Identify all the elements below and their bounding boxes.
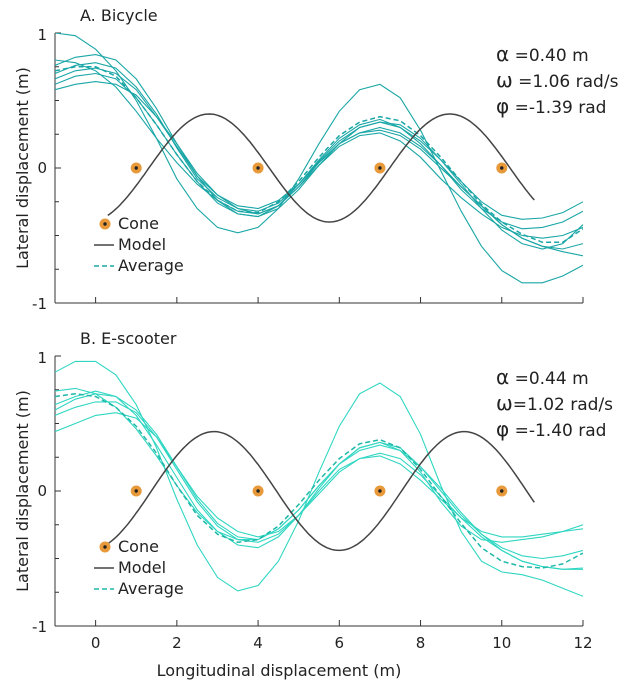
param-value: =1.02 rad/s xyxy=(513,395,613,415)
legend-label: Model xyxy=(118,235,166,254)
x-tick-label: 8 xyxy=(416,634,426,652)
y-tick-label: 1 xyxy=(37,349,47,367)
panel-title: B. E-scooter xyxy=(80,329,177,348)
x-tick-label: 2 xyxy=(172,634,182,652)
param-value: =1.06 rad/s xyxy=(513,72,619,92)
y-axis-label: Lateral displacement (m) xyxy=(13,390,32,592)
legend-label: Average xyxy=(118,256,184,275)
param-text: φ =-1.40 rad xyxy=(496,417,606,441)
plot-area xyxy=(55,360,583,597)
x-tick-label: 0 xyxy=(91,634,101,652)
y-tick-label: 1 xyxy=(37,26,47,44)
param-value: =-1.40 rad xyxy=(509,421,606,441)
average-line xyxy=(55,393,583,569)
param-symbol: φ xyxy=(496,417,509,441)
legend: Cone Model Average xyxy=(94,214,184,275)
legend-label: Model xyxy=(118,558,166,577)
param-value: =-1.39 rad xyxy=(509,98,606,118)
cone-center xyxy=(134,489,138,493)
legend-label: Average xyxy=(118,579,184,598)
cone-marker-3 xyxy=(496,485,508,497)
x-tick-label: 10 xyxy=(492,634,511,652)
x-axis-label: Longitudinal displacement (m) xyxy=(157,661,402,680)
y-tick-label: 0 xyxy=(37,159,47,177)
legend-cone-center xyxy=(103,545,107,549)
trial-line-2 xyxy=(55,390,583,549)
param-value: =0.44 m xyxy=(509,369,588,389)
cone-center xyxy=(378,166,382,170)
trial-line-0 xyxy=(55,360,583,597)
y-tick-label: 0 xyxy=(37,482,47,500)
legend-label: Cone xyxy=(118,537,159,556)
trial-line-6 xyxy=(55,54,583,250)
cone-marker-2 xyxy=(374,162,386,174)
cone-center xyxy=(500,166,504,170)
trial-line-4 xyxy=(55,387,583,570)
trial-line-0 xyxy=(55,33,583,284)
param-symbol: α xyxy=(496,42,509,66)
cone-marker-1 xyxy=(252,162,264,174)
cone-center xyxy=(256,166,260,170)
cone-marker-2 xyxy=(374,485,386,497)
trial-line-1 xyxy=(55,62,583,220)
model-line xyxy=(107,430,535,552)
legend: Cone Model Average xyxy=(94,537,184,598)
x-tick-label: 6 xyxy=(335,634,345,652)
param-text: φ =-1.39 rad xyxy=(496,94,606,118)
y-tick-label: -1 xyxy=(32,618,47,636)
chart-panel-0: 1 0 -1 A. Bicycle Lateral displacement (m) α … xyxy=(13,6,619,313)
cone-center xyxy=(378,489,382,493)
trial-line-5 xyxy=(55,401,583,570)
model-line xyxy=(107,113,535,223)
cone-marker-0 xyxy=(130,485,142,497)
param-symbol: ω xyxy=(496,68,513,92)
trial-line-3 xyxy=(55,412,583,538)
param-symbol: φ xyxy=(496,94,509,118)
param-symbol: ω xyxy=(496,391,513,415)
y-tick-label: -1 xyxy=(32,295,47,313)
y-axis-label: Lateral displacement (m) xyxy=(13,67,32,269)
cone-marker-3 xyxy=(496,162,508,174)
param-text: ω =1.06 rad/s xyxy=(496,68,619,92)
average-line xyxy=(55,66,583,244)
plot-area xyxy=(55,33,583,284)
cone-center xyxy=(500,489,504,493)
cone-marker-1 xyxy=(252,485,264,497)
cone-center xyxy=(256,489,260,493)
legend-label: Cone xyxy=(118,214,159,233)
param-text: α =0.44 m xyxy=(496,365,589,389)
param-text: α =0.40 m xyxy=(496,42,589,66)
param-text: ω=1.02 rad/s xyxy=(496,391,613,415)
legend-cone-center xyxy=(103,222,107,226)
trial-line-4 xyxy=(55,67,583,257)
param-value: =0.40 m xyxy=(509,46,588,66)
cone-center xyxy=(134,166,138,170)
x-tick-label: 12 xyxy=(573,634,592,652)
panel-title: A. Bicycle xyxy=(80,6,158,25)
cone-marker-0 xyxy=(130,162,142,174)
param-symbol: α xyxy=(496,365,509,389)
x-tick-label: 4 xyxy=(253,634,263,652)
